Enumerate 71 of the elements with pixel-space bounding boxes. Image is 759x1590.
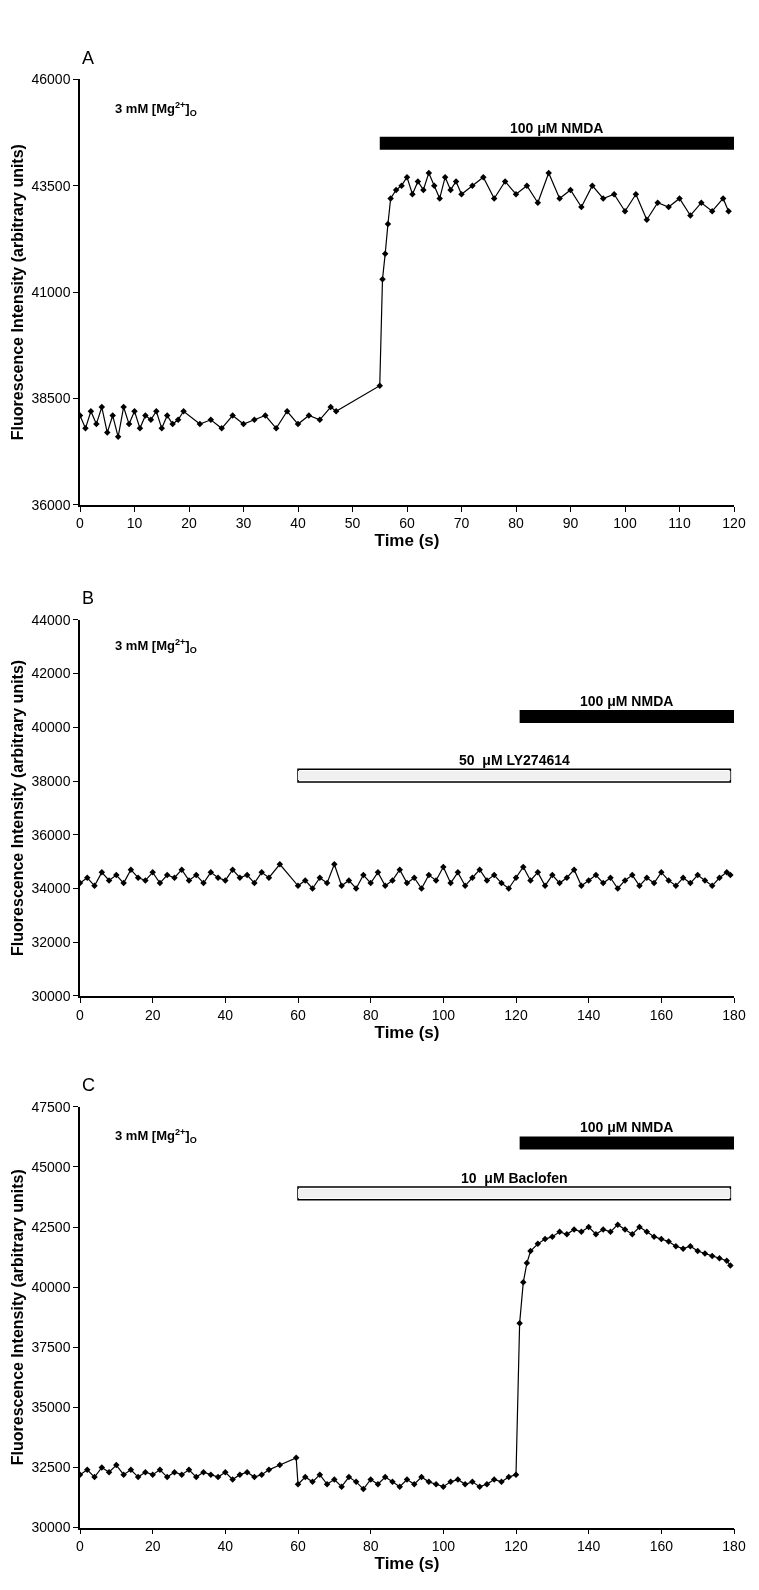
x-tick-label: 100 [431,1006,456,1023]
annotation: 3 mM [Mg$^{2+}$]$_{O}$ [115,100,197,119]
y-tick-label: 30000 [31,1519,71,1536]
y-tick-label: 32000 [31,934,71,951]
x-tick-label: 0 [76,1006,85,1023]
series-label: 100 μM NMDA [580,693,674,709]
x-tick-label: 0 [76,1538,85,1555]
x-tick-label: 60 [399,515,415,532]
x-tick-label: 140 [576,1006,601,1023]
x-tick-label: 20 [144,1538,161,1555]
x-tick-label: 120 [504,1006,528,1023]
y-tick-label: 41000 [31,284,71,301]
chart-title: A [82,48,95,68]
x-tick-label: 180 [722,1538,746,1555]
x-tick-label: 120 [722,515,746,532]
x-tick-label: 30 [235,515,252,532]
x-tick-label: 20 [144,1006,161,1023]
y-tick-label: 37500 [31,1339,71,1356]
x-tick-label: 100 [613,515,637,532]
y-tick-label: 45000 [31,1158,71,1175]
series-label: 10 μM Baclofen [461,1170,568,1186]
x-tick-label: 80 [362,1538,379,1555]
y-tick-label: 40000 [31,1279,71,1296]
x-axis-title: Time (s) [374,531,440,551]
chart-title: C [82,1075,95,1095]
y-tick-label: 34000 [31,880,71,897]
y-tick-label: 47500 [31,1098,71,1115]
y-tick-label: 44000 [31,611,71,628]
y-tick-label: 36000 [31,826,71,843]
x-tick-label: 90 [562,515,579,532]
x-tick-label: 160 [649,1006,674,1023]
x-tick-label: 140 [576,1538,601,1555]
y-tick-label: 36000 [31,496,71,513]
x-tick-label: 40 [217,1538,234,1555]
series-label: 100 μM NMDA [510,120,604,136]
x-tick-label: 70 [453,515,470,532]
series-label: 100 μM NMDA [580,1119,674,1135]
y-axis-title: Fluorescence Intensity (arbitrary units) [8,659,26,956]
x-tick-label: 80 [508,515,524,532]
y-tick-label: 42500 [31,1218,71,1235]
x-axis-title: Time (s) [374,1554,440,1574]
y-tick-label: 40000 [31,719,71,736]
y-tick-label: 30000 [31,987,71,1004]
x-tick-label: 40 [290,515,306,532]
y-tick-label: 32500 [31,1459,71,1476]
x-axis-title: Time (s) [374,1022,440,1042]
x-tick-label: 20 [181,515,197,532]
annotation: 3 mM [Mg$^{2+}$]$_{O}$ [115,1127,197,1146]
x-tick-label: 100 [431,1538,456,1555]
x-tick-label: 110 [668,515,691,532]
chart-title: B [82,588,95,608]
x-tick-label: 180 [722,1006,746,1023]
x-tick-label: 60 [290,1006,306,1023]
x-tick-label: 50 [344,515,361,532]
x-tick-label: 10 [126,515,143,532]
y-tick-label: 35000 [31,1399,71,1416]
y-tick-label: 43500 [31,177,71,194]
y-axis-title: Fluorescence Intensity (arbitrary units) [8,144,26,441]
x-tick-label: 0 [76,515,85,532]
y-tick-label: 38000 [31,772,71,789]
y-tick-label: 42000 [31,665,71,682]
x-tick-label: 80 [362,1006,379,1023]
x-tick-label: 40 [217,1006,234,1023]
x-tick-label: 160 [649,1538,674,1555]
series-label: 50 μM LY274614 [459,752,570,768]
y-tick-label: 46000 [31,71,71,88]
x-tick-label: 60 [290,1538,306,1555]
y-axis-title: Fluorescence Intensity (arbitrary units) [8,1169,26,1466]
x-tick-label: 120 [504,1538,528,1555]
y-tick-label: 38500 [31,390,71,407]
annotation: 3 mM [Mg$^{2+}$]$_{O}$ [115,637,197,656]
